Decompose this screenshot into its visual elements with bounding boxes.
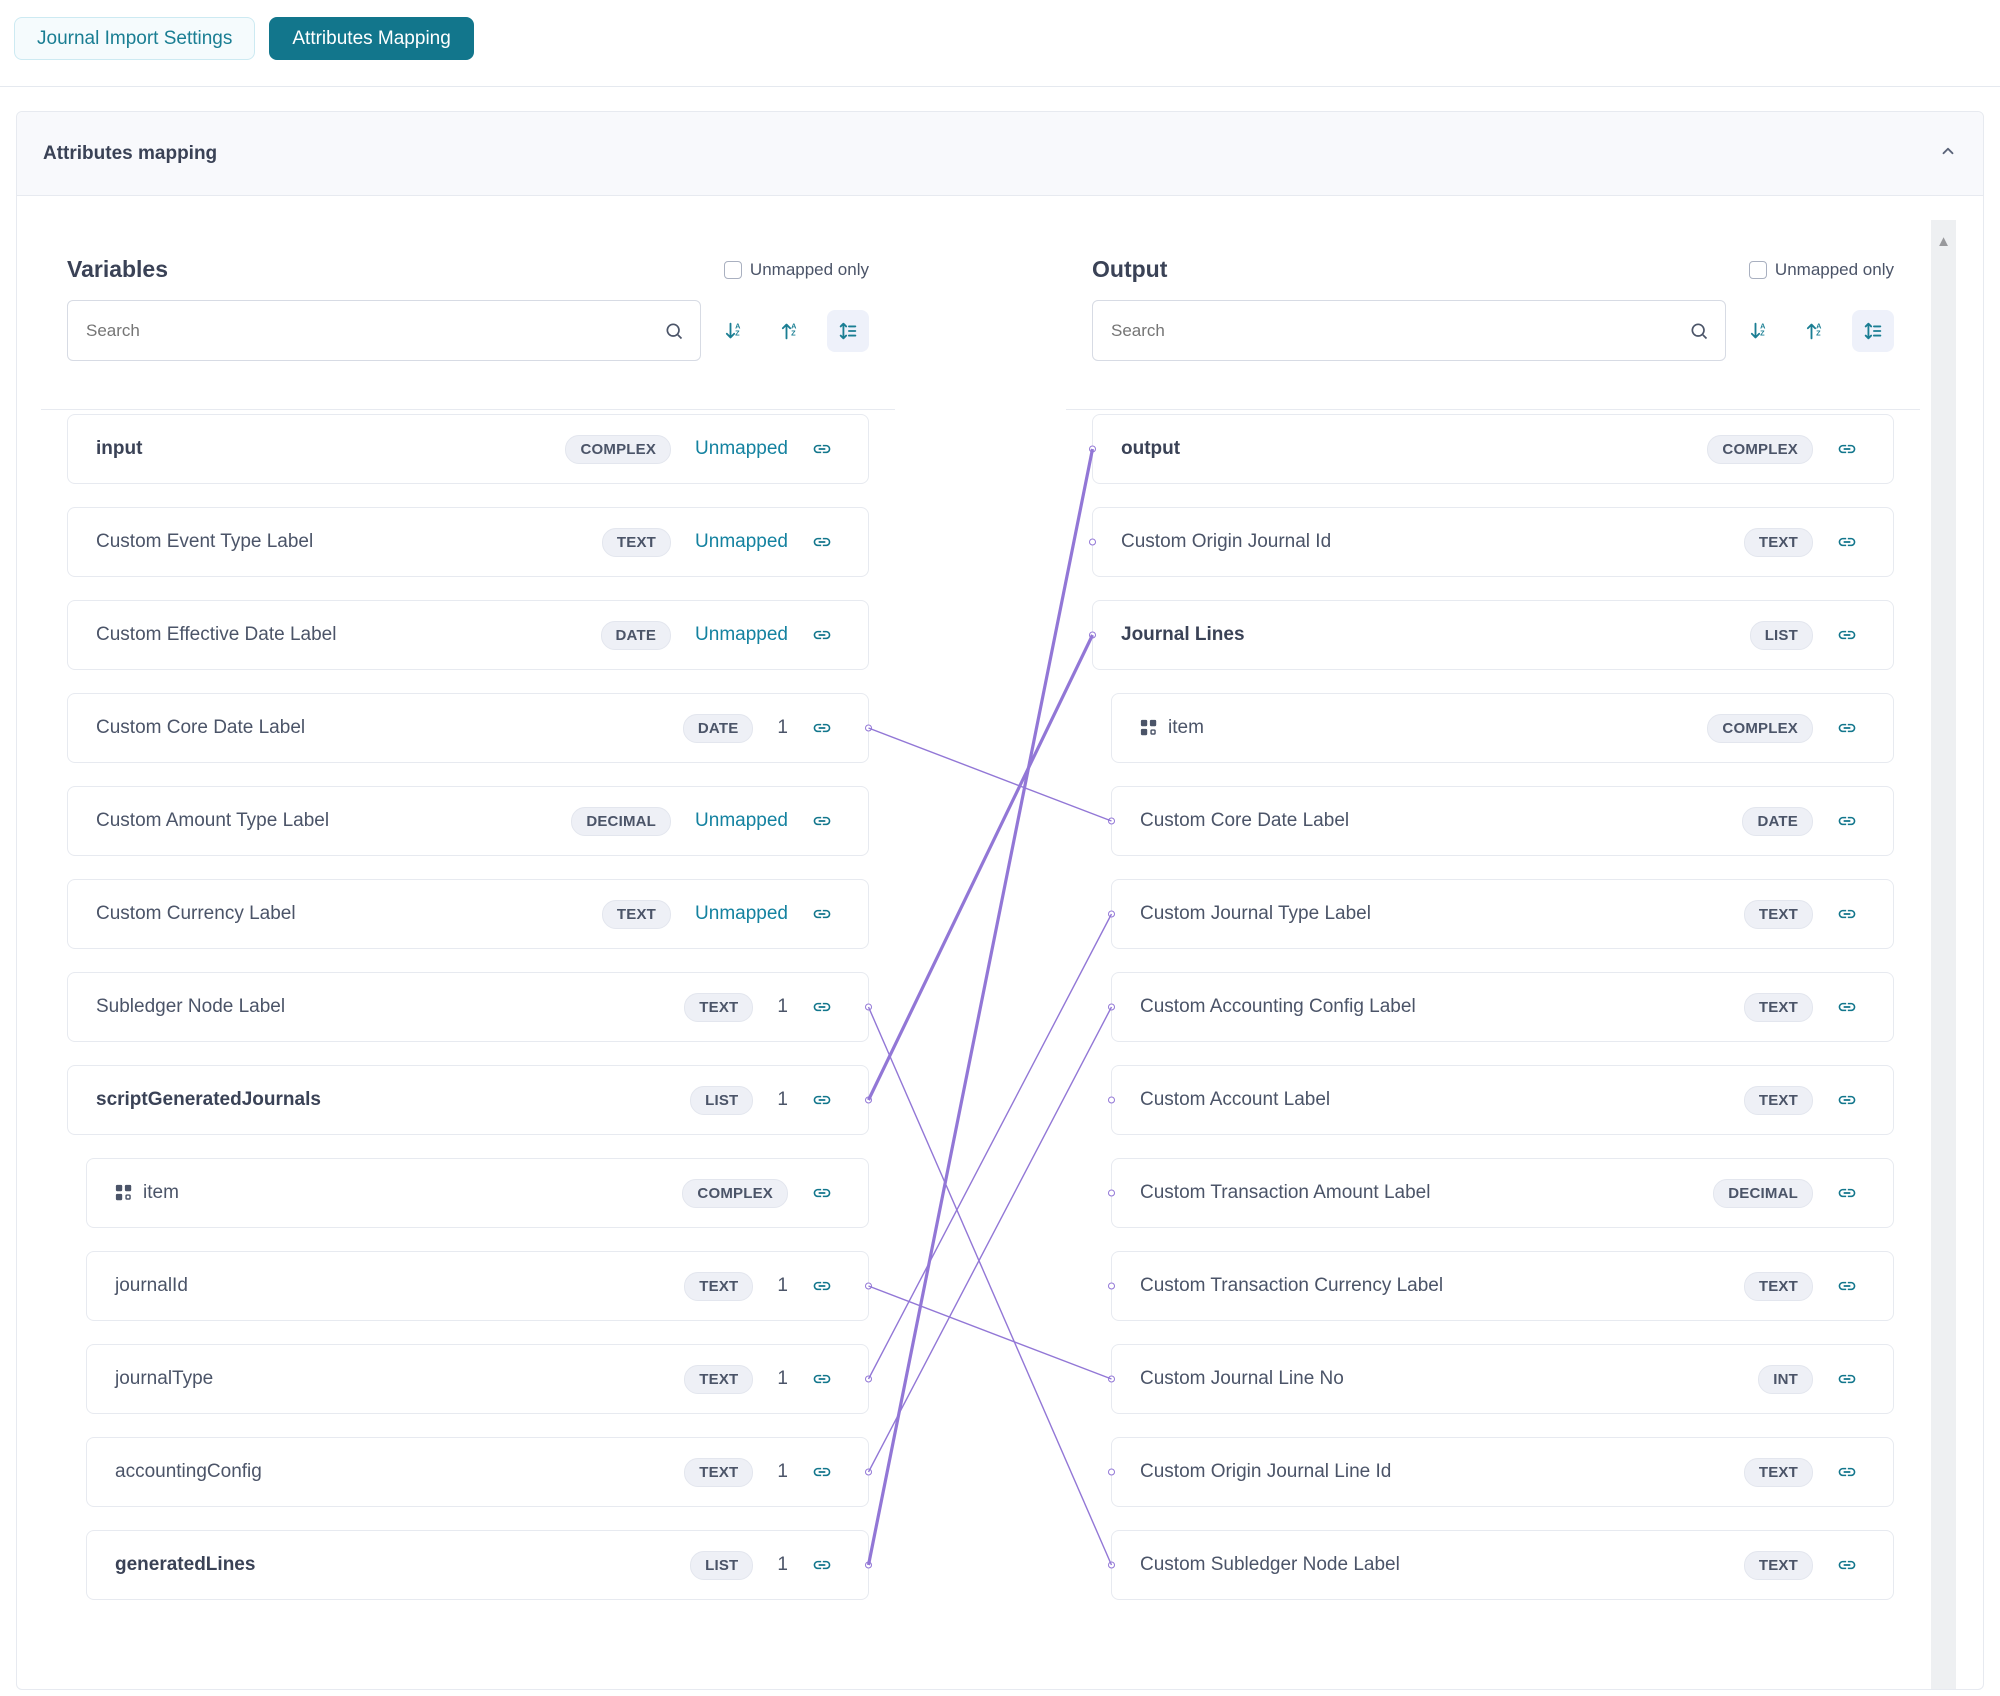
svg-text:Z: Z [735,328,740,337]
svg-text:Z: Z [1816,328,1821,337]
svg-text:Z: Z [791,328,796,337]
svg-text:Z: Z [1760,328,1765,337]
